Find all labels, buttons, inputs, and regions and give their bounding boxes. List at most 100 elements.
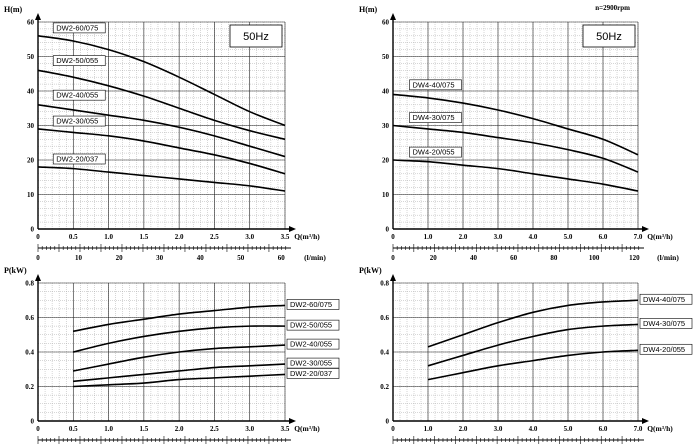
series-label-box [639,318,693,329]
y-axis-title: P(kW) [359,266,382,275]
x-tick-label: 2.5 [210,425,219,433]
series-label: DW2-30/055 [290,359,332,368]
x-tick-label: 2.0 [459,425,468,433]
x-tick-label: 3.5 [281,425,290,433]
series-label: DW4-40/075 [643,295,685,304]
x-axis-arrow [289,418,296,424]
secondary-tick-label: 40 [470,254,478,262]
secondary-tick-label: 0 [36,254,40,262]
y-tick-label: 10 [27,191,35,199]
series-label: DW4-40/075 [413,80,455,89]
secondary-tick-label: 40 [197,254,205,262]
series-label: DW2-40/055 [290,340,332,349]
x-axis-title: Q(m³/h) [647,232,673,241]
y-tick-label: 20 [27,157,35,165]
secondary-axis [392,436,644,444]
series-label-box [52,55,106,66]
x-tick-label: 3.5 [281,233,290,241]
x-axis-title: Q(m³/h) [647,424,673,433]
x-tick-label: 7.0 [634,425,643,433]
x-tick-label: 2.5 [210,233,219,241]
series-line-DW4-30/075 [427,323,639,367]
series-label-box [409,79,462,91]
y-axis-title: H(m) [4,5,23,14]
x-tick-label: 0.5 [69,233,78,241]
x-tick-label: 1.0 [104,425,113,433]
series-label: DW2-40/055 [56,91,98,100]
series-line-DW2-20/037 [37,166,286,192]
y-tick-label: 40 [382,88,390,96]
series-label-box [286,299,340,310]
secondary-axis: 0 10 20 30 40 50 60 (l/min) [36,244,326,262]
series-label-box [52,22,106,34]
frequency-badge: 50Hz [243,31,269,43]
secondary-tick-label: 60 [278,254,286,262]
series-line-DW2-60/075 [37,35,286,127]
x-tick-label: 6.0 [599,233,608,241]
y-tick-label: 0.6 [25,314,34,322]
series-label-box [286,368,340,379]
secondary-axis-title: (l/min) [304,253,326,262]
x-tick-label: 1.0 [424,233,433,241]
secondary-tick-label: 50 [237,254,245,262]
series-label-box [639,293,693,305]
series-line-DW2-40/055 [37,104,286,158]
x-tick-label: 0 [391,425,395,433]
secondary-tick-label: 20 [430,254,438,262]
grid [37,282,286,422]
x-tick-label: 5.0 [564,233,573,241]
series-label-box [409,146,462,158]
x-tick-label: 3.0 [245,425,254,433]
secondary-tick-label: 100 [589,254,600,262]
series-line-DW2-60/075 [73,304,286,333]
y-tick-label: 0 [31,226,35,234]
chart-dw4-head: H(m) 0 10 20 30 40 50 60 0 1.0 2.0 3.0 4.0 5.0 6.0 7.0 Q… [359,4,679,262]
y-tick-label: 40 [27,88,35,96]
x-tick-label: 1.0 [424,425,433,433]
series-line-DW2-30/055 [37,128,286,175]
chart-dw4-power: P(kW) 0 0.2 0.4 0.6 0.8 0 1.0 2.0 3.0 4.0 5.0 6.0 7.0… [359,266,693,444]
x-axis-title: Q(m³/h) [294,424,320,433]
series-line-DW4-30/075 [392,124,639,173]
series-label: DW2-50/055 [56,56,98,65]
series-label-box [52,89,106,101]
x-tick-label: 1.5 [139,233,148,241]
series-line-DW4-20/055 [392,159,639,192]
y-tick-label: 0 [31,418,35,426]
series-line-DW4-40/075 [427,299,639,348]
series-line-DW2-50/055 [37,69,286,141]
secondary-tick-label: 60 [510,254,518,262]
secondary-tick-label: 10 [75,254,83,262]
x-tick-label: 0 [391,233,395,241]
y-tick-label: 0 [386,226,390,234]
secondary-axis: 0 20 40 60 80 100 120 (l/min) [391,244,679,262]
series-line-DW2-30/055 [73,363,286,383]
series-label: DW4-20/055 [643,345,685,354]
x-tick-label: 3.0 [494,425,503,433]
series-label-box [286,338,340,350]
series-label-box [52,153,106,165]
y-tick-label: 0.4 [25,349,34,357]
x-tick-label: 0 [36,425,40,433]
series-line-DW2-50/055 [73,325,286,353]
series-line-DW4-20/055 [427,349,639,381]
y-tick-label: 0.8 [25,280,34,288]
y-axis-arrow [390,13,396,20]
series-label-box [639,343,693,355]
x-tick-label: 1.5 [139,425,148,433]
y-tick-label: 0.4 [380,349,389,357]
y-axis-title: P(kW) [4,266,27,275]
series-line-DW2-20/037 [73,373,286,388]
x-axis-arrow [642,418,649,424]
secondary-tick-label: 80 [550,254,558,262]
series-label-box [409,112,462,123]
x-tick-label: 5.0 [564,425,573,433]
secondary-tick-label: 0 [391,254,395,262]
x-tick-label: 6.0 [599,425,608,433]
frequency-badge-box [582,24,636,48]
series-line-DW2-40/055 [73,344,286,372]
y-tick-label: 30 [382,122,390,130]
y-tick-label: 30 [27,122,35,130]
y-axis-arrow [35,13,41,20]
